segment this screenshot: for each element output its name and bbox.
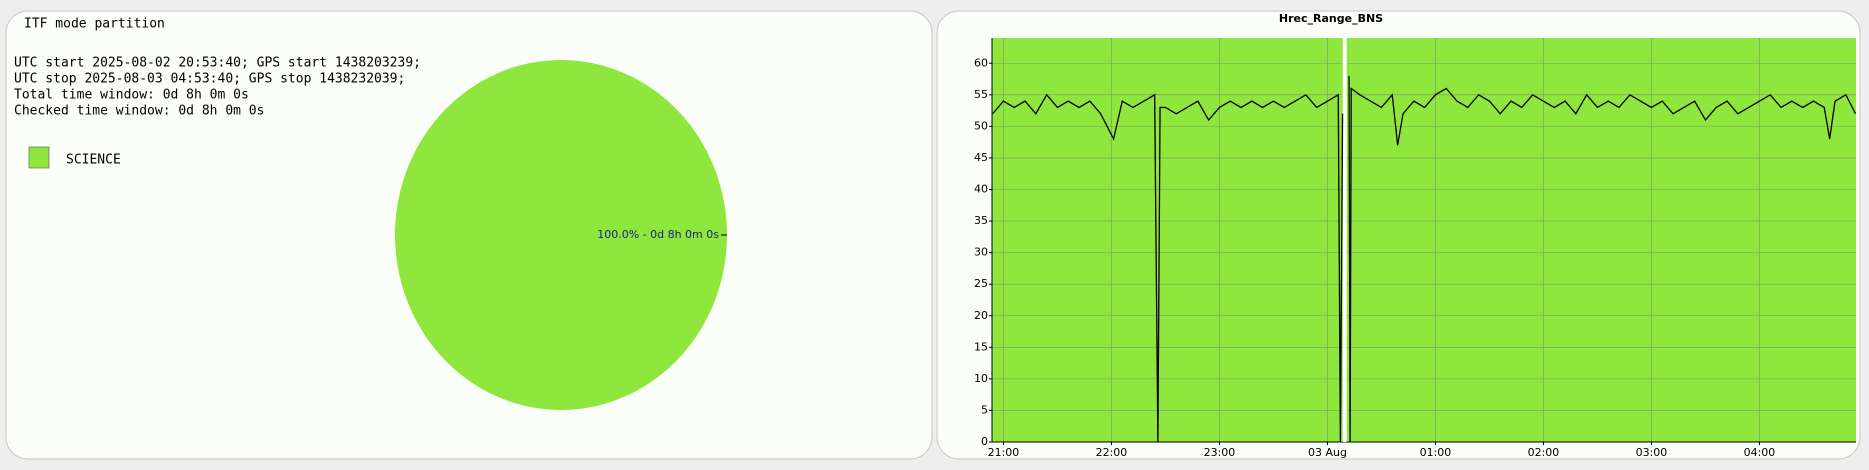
- data-gap: [1342, 38, 1347, 442]
- info-line: Checked time window: 0d 8h 0m 0s: [14, 104, 264, 119]
- x-tick-label: 23:00: [1204, 446, 1236, 459]
- y-tick-label: 55: [974, 88, 988, 101]
- legend-swatch: [28, 146, 50, 169]
- y-tick-label: 30: [974, 246, 988, 259]
- x-tick-label: 01:00: [1420, 446, 1452, 459]
- data-line: [992, 75, 1857, 443]
- x-tick-label: 04:00: [1744, 446, 1776, 459]
- plot-area: [992, 38, 1856, 442]
- line-title: Hrec_Range_BNS: [1279, 12, 1383, 25]
- info-line: Total time window: 0d 8h 0m 0s: [14, 88, 249, 103]
- info-line: UTC start 2025-08-02 20:53:40; GPS start…: [14, 56, 421, 71]
- x-tick-label: 02:00: [1528, 446, 1560, 459]
- y-tick-label: 25: [974, 277, 988, 290]
- pie-slice: [395, 60, 727, 410]
- y-tick-label: 45: [974, 151, 988, 164]
- info-line: UTC stop 2025-08-03 04:53:40; GPS stop 1…: [14, 72, 405, 87]
- x-tick-label: 22:00: [1096, 446, 1128, 459]
- y-tick-label: 50: [974, 119, 988, 132]
- y-tick-label: 20: [974, 309, 988, 322]
- x-tick-label: 03:00: [1636, 446, 1668, 459]
- pie-title: ITF mode partition: [24, 17, 165, 32]
- x-tick-label: 03 Aug: [1308, 446, 1347, 459]
- legend-label: SCIENCE: [66, 153, 121, 168]
- y-tick-label: 40: [974, 183, 988, 196]
- x-tick-label: 21:00: [988, 446, 1020, 459]
- slice-label: 100.0% - 0d 8h 0m 0s: [597, 228, 719, 241]
- y-tick-label: 35: [974, 214, 988, 227]
- y-tick-label: 60: [974, 56, 988, 69]
- y-tick-label: 10: [974, 372, 988, 385]
- y-tick-label: 0: [981, 435, 988, 448]
- y-tick-label: 15: [974, 340, 988, 353]
- y-tick-label: 5: [981, 403, 988, 416]
